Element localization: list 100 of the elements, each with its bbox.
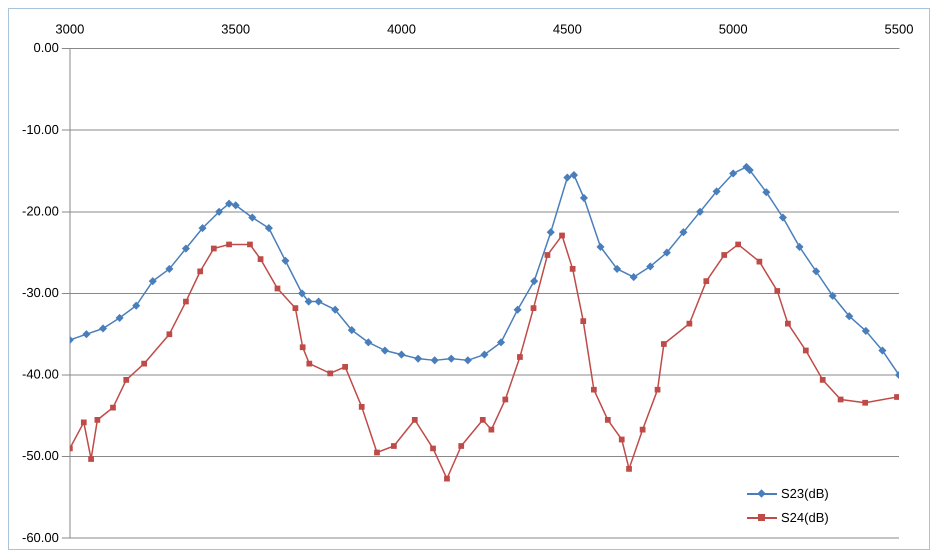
point [838,396,844,402]
point [183,298,189,304]
point [300,344,306,350]
point [282,257,290,265]
x-tick-label: 5500 [884,21,914,36]
point [547,228,555,236]
point [762,188,770,196]
point [314,298,322,306]
point [530,277,538,285]
y-tick-label: -50.00 [22,448,59,464]
point [182,244,190,252]
point [729,170,737,178]
point [580,318,586,324]
point [785,320,791,326]
point [654,386,660,393]
point [626,466,632,472]
point [225,200,233,208]
point [570,171,578,179]
point [141,360,148,366]
point [110,404,116,411]
point [894,394,899,400]
point [342,364,348,370]
point [488,426,494,433]
legend-label: S24(dB) [781,509,829,528]
point [570,266,576,272]
x-tick-label: 3500 [221,21,250,36]
point [444,476,450,482]
point [480,417,486,423]
point [94,417,100,423]
point [502,396,508,402]
point [559,232,565,238]
point [580,194,588,202]
y-tick-label: -10.00 [22,122,59,137]
point [381,346,389,354]
point [862,400,868,406]
point [663,248,671,256]
x-tick-label: 4000 [387,21,416,36]
point [132,302,140,310]
point [802,348,809,354]
point [265,224,273,232]
point [796,243,804,251]
point [514,306,522,314]
point [544,252,550,258]
x-tick-label: 4500 [552,21,582,36]
point [166,331,172,338]
point [248,214,256,222]
point [686,320,692,326]
point [828,292,836,300]
point [660,341,667,347]
point [618,436,625,442]
point [232,202,240,210]
point [82,330,90,338]
point [430,446,436,452]
point [210,246,217,252]
point [812,268,820,276]
point [517,354,523,360]
point [703,278,710,284]
point [414,354,422,362]
point [591,386,597,393]
point [530,305,536,311]
point [680,228,688,236]
point [274,286,280,292]
legend-label: S23(dB) [781,485,829,504]
point [458,443,464,449]
point [197,268,204,274]
point [779,214,787,222]
x-tick-label: 5000 [718,21,748,36]
point [742,163,750,171]
point [862,327,870,335]
point [430,356,438,364]
point [613,265,621,273]
point [348,326,356,334]
point [364,338,372,346]
y-tick-label: -20.00 [22,203,59,218]
point [116,314,124,322]
point [878,346,886,354]
point [640,426,646,433]
y-tick-label: 0.00 [34,40,59,56]
point [258,256,264,262]
y-tick-label: -40.00 [22,366,59,382]
point [166,265,174,273]
point [298,290,306,298]
point [99,324,107,332]
point [247,242,253,248]
point [756,258,762,264]
point [604,417,611,423]
point [746,166,754,174]
point [846,312,853,320]
point [398,350,406,358]
y-tick-label: -60.00 [22,530,59,545]
point [564,174,572,182]
point [630,273,638,281]
point [721,252,728,258]
y-tick-label: -30.00 [22,284,59,300]
point [480,350,488,358]
point [374,450,380,456]
point [358,404,365,410]
point [735,242,742,248]
point [327,370,334,376]
point [774,288,780,294]
